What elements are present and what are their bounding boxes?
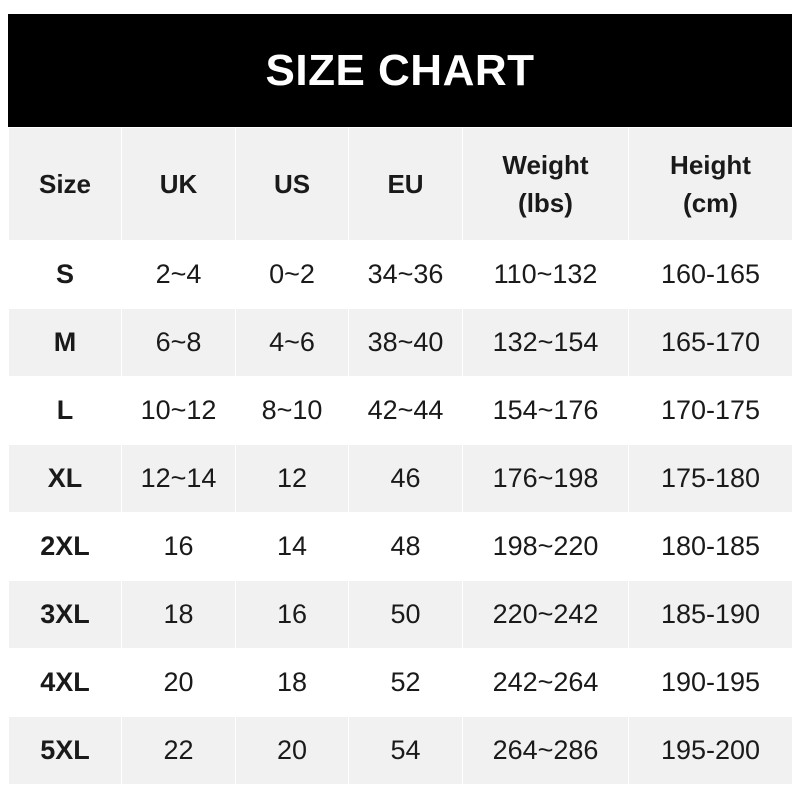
cell-eu: 46 [348, 444, 463, 513]
cell-height: 160-165 [628, 240, 793, 309]
cell-uk: 12~14 [121, 444, 236, 513]
table-row: L 10~12 8~10 42~44 154~176 170-175 [8, 376, 793, 445]
header-uk: UK [121, 127, 236, 241]
cell-eu: 48 [348, 512, 463, 581]
header-weight-line2: (lbs) [518, 188, 573, 218]
cell-size: L [8, 376, 122, 445]
cell-uk: 18 [121, 580, 236, 649]
cell-height: 190-195 [628, 648, 793, 717]
size-chart-table: Size UK US EU Weight (lbs) Height (cm) S 2~… [8, 127, 793, 785]
cell-size: 4XL [8, 648, 122, 717]
cell-size: XL [8, 444, 122, 513]
header-size: Size [8, 127, 122, 241]
cell-weight: 132~154 [462, 308, 629, 377]
cell-height: 175-180 [628, 444, 793, 513]
header-weight: Weight (lbs) [462, 127, 629, 241]
cell-height: 180-185 [628, 512, 793, 581]
cell-size: 2XL [8, 512, 122, 581]
cell-uk: 16 [121, 512, 236, 581]
cell-us: 18 [235, 648, 349, 717]
cell-weight: 242~264 [462, 648, 629, 717]
table-row: M 6~8 4~6 38~40 132~154 165-170 [8, 308, 793, 377]
header-weight-line1: Weight [502, 150, 589, 180]
cell-uk: 20 [121, 648, 236, 717]
cell-weight: 220~242 [462, 580, 629, 649]
table-row: XL 12~14 12 46 176~198 175-180 [8, 444, 793, 513]
cell-us: 20 [235, 716, 349, 785]
table-row: 3XL 18 16 50 220~242 185-190 [8, 580, 793, 649]
cell-size: M [8, 308, 122, 377]
cell-uk: 22 [121, 716, 236, 785]
cell-us: 16 [235, 580, 349, 649]
cell-weight: 264~286 [462, 716, 629, 785]
table-row: 2XL 16 14 48 198~220 180-185 [8, 512, 793, 581]
cell-size: 5XL [8, 716, 122, 785]
cell-uk: 2~4 [121, 240, 236, 309]
cell-us: 0~2 [235, 240, 349, 309]
cell-us: 14 [235, 512, 349, 581]
cell-size: S [8, 240, 122, 309]
cell-eu: 52 [348, 648, 463, 717]
cell-weight: 198~220 [462, 512, 629, 581]
header-eu: EU [348, 127, 463, 241]
table-row: 4XL 20 18 52 242~264 190-195 [8, 648, 793, 717]
table-row: 5XL 22 20 54 264~286 195-200 [8, 716, 793, 785]
cell-us: 12 [235, 444, 349, 513]
cell-height: 185-190 [628, 580, 793, 649]
header-height-line2: (cm) [683, 188, 738, 218]
header-height: Height (cm) [628, 127, 793, 241]
cell-eu: 34~36 [348, 240, 463, 309]
cell-us: 4~6 [235, 308, 349, 377]
cell-eu: 42~44 [348, 376, 463, 445]
cell-size: 3XL [8, 580, 122, 649]
table-row: S 2~4 0~2 34~36 110~132 160-165 [8, 240, 793, 309]
cell-weight: 176~198 [462, 444, 629, 513]
cell-eu: 50 [348, 580, 463, 649]
cell-us: 8~10 [235, 376, 349, 445]
cell-height: 170-175 [628, 376, 793, 445]
cell-eu: 38~40 [348, 308, 463, 377]
cell-uk: 10~12 [121, 376, 236, 445]
header-row: Size UK US EU Weight (lbs) Height (cm) [8, 127, 793, 241]
header-height-line1: Height [670, 150, 751, 180]
cell-height: 165-170 [628, 308, 793, 377]
header-us: US [235, 127, 349, 241]
cell-uk: 6~8 [121, 308, 236, 377]
cell-eu: 54 [348, 716, 463, 785]
size-chart-title: SIZE CHART [8, 14, 792, 127]
cell-height: 195-200 [628, 716, 793, 785]
cell-weight: 154~176 [462, 376, 629, 445]
cell-weight: 110~132 [462, 240, 629, 309]
